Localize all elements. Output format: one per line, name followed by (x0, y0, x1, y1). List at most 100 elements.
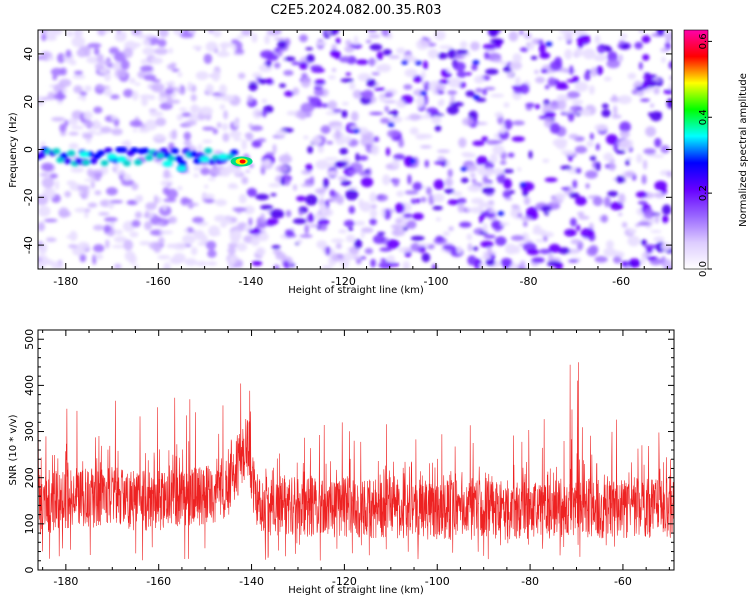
heatmap-cell (605, 134, 618, 145)
heatmap-cell (523, 32, 532, 40)
heatmap-cell (601, 103, 609, 109)
heatmap-cell (352, 255, 362, 260)
heatmap-cell (81, 94, 87, 102)
y-tick-label: 500 (23, 329, 36, 350)
heatmap-cell (251, 260, 263, 266)
heatmap-cell (579, 35, 591, 40)
heatmap-cell (465, 72, 472, 76)
heatmap-cell (395, 218, 404, 224)
heatmap-cell (249, 163, 254, 168)
heatmap-cell (481, 187, 495, 194)
heatmap-cell (110, 220, 115, 227)
heatmap-cell (526, 41, 535, 51)
heatmap-cell (260, 50, 275, 59)
heatmap-cell (235, 41, 243, 51)
heatmap-signal-cell (38, 152, 46, 159)
heatmap-cell (592, 196, 603, 207)
heatmap-cell (402, 261, 410, 269)
heatmap-cell (549, 60, 563, 71)
heatmap-cell (327, 170, 338, 177)
heatmap-cell (190, 246, 198, 256)
heatmap-cell (326, 30, 331, 36)
heatmap-cell (510, 235, 525, 241)
heatmap-cell (129, 120, 143, 128)
heatmap-cell (369, 209, 378, 218)
x-tick-label: -180 (53, 575, 78, 588)
heatmap-cell (387, 129, 400, 138)
heatmap-cell (404, 116, 411, 121)
heatmap-cell (368, 57, 376, 67)
heatmap-signal-cell (176, 165, 187, 172)
heatmap-cell (660, 47, 669, 53)
colorbar-gradient (684, 30, 708, 269)
heatmap-signal-cell (171, 148, 179, 154)
heatmap-cell (653, 236, 665, 242)
y-tick-label: 20 (22, 95, 35, 109)
heatmap-cell (544, 177, 558, 183)
heatmap-cell (299, 34, 308, 43)
heatmap-cell (163, 169, 171, 179)
heatmap-cell (183, 139, 192, 147)
heatmap-cell (308, 224, 320, 228)
heatmap-cell (248, 217, 253, 226)
heatmap-cell (325, 246, 331, 256)
snr-y-axis-label: SNR (10 * v/v) (8, 414, 19, 485)
heatmap-cell (464, 164, 478, 172)
heatmap-cell (637, 221, 652, 226)
heatmap-cell (568, 259, 579, 263)
heatmap-cell (204, 184, 209, 189)
heatmap-cell (41, 33, 47, 42)
heatmap-cell (93, 106, 103, 114)
heatmap-cell (94, 131, 104, 136)
heatmap-cell (157, 39, 167, 47)
heatmap-cell (608, 162, 616, 172)
heatmap-cell (570, 238, 581, 245)
heatmap-cell (496, 172, 506, 184)
heatmap-cell (176, 114, 184, 121)
heatmap-cell (471, 64, 478, 71)
heatmap-cell (113, 236, 128, 243)
heatmap-cell (358, 198, 364, 209)
heatmap-cell (256, 223, 267, 229)
heatmap-cell (423, 60, 428, 70)
heatmap-cell (438, 79, 451, 84)
heatmap-cell (452, 191, 463, 197)
heatmap-signal-cell (104, 147, 113, 154)
colorbar-label: Normalized spectral amplitude (738, 73, 749, 227)
heatmap-cell (273, 37, 287, 41)
heatmap-x-axis: -180 -160 -140 -120 -100 -80 -60 (42, 30, 668, 288)
heatmap-cell (372, 234, 386, 244)
heatmap-cell (585, 183, 590, 189)
heatmap-cell (564, 49, 573, 60)
heatmap-cell (87, 43, 102, 48)
heatmap-cell (123, 88, 134, 98)
heatmap-cell (143, 74, 157, 81)
heatmap-cell (471, 197, 484, 205)
heatmap-cell (539, 248, 552, 255)
heatmap-cell (448, 77, 462, 88)
heatmap-cell (277, 40, 287, 49)
heatmap-cell (544, 111, 556, 118)
heatmap-cell (482, 222, 488, 233)
heatmap-cell (199, 106, 214, 116)
heatmap-cell (38, 205, 51, 217)
snr-series-line (38, 362, 674, 561)
heatmap-cell (323, 177, 329, 188)
heatmap-cell (128, 253, 137, 265)
heatmap-signal-cell (122, 160, 131, 167)
heatmap-cell (484, 160, 495, 170)
heatmap-cell (488, 30, 499, 37)
heatmap-cell (251, 140, 262, 148)
heatmap-signal-cell (174, 155, 183, 162)
heatmap-cell (47, 56, 55, 61)
heatmap-cell (227, 242, 239, 248)
heatmap-cell (415, 198, 421, 204)
heatmap-cell (58, 78, 72, 88)
heatmap-cell (129, 231, 139, 238)
heatmap-cell (431, 115, 442, 124)
heatmap-cell (432, 193, 445, 203)
y-tick-label: 0 (23, 567, 36, 574)
heatmap-cell (523, 221, 528, 227)
snr-x-axis: -180 -160 -140 -120 -100 -80 -60 (42, 330, 670, 588)
heatmap-cell (654, 213, 660, 224)
